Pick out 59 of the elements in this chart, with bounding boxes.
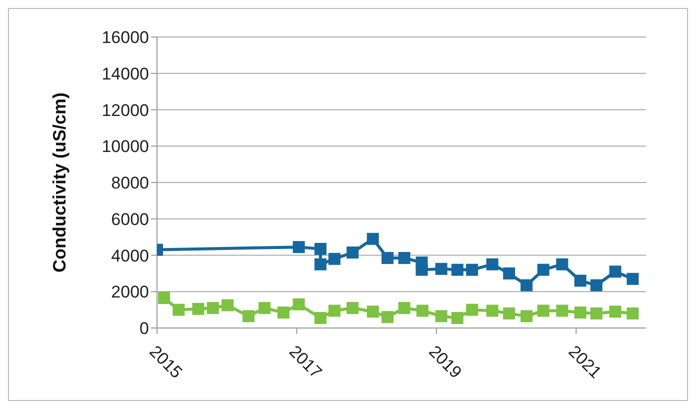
point: [435, 262, 448, 275]
point: [626, 272, 639, 285]
point: [222, 299, 234, 312]
point: [486, 258, 498, 270]
y-tick-label: 12000: [102, 100, 149, 120]
point: [609, 266, 622, 278]
point: [366, 232, 379, 245]
point: [242, 310, 255, 322]
point: [314, 242, 326, 255]
point: [556, 304, 568, 317]
point: [398, 252, 410, 264]
point: [292, 298, 305, 310]
y-tick-label: 16000: [102, 28, 149, 48]
point: [466, 304, 478, 316]
y-tick-label: 6000: [111, 210, 149, 229]
point: [574, 274, 586, 287]
y-tick-label: 4000: [111, 246, 149, 266]
point: [398, 302, 410, 314]
point: [503, 307, 516, 320]
point: [382, 252, 394, 264]
point: [537, 304, 550, 317]
point: [556, 258, 568, 270]
point: [382, 311, 394, 324]
point: [346, 246, 359, 259]
point: [537, 264, 550, 276]
y-tick-label: 2000: [111, 282, 149, 302]
point: [416, 264, 428, 276]
point: [451, 312, 464, 324]
point: [328, 304, 340, 317]
point: [328, 252, 340, 265]
point: [314, 258, 326, 270]
point: [292, 241, 305, 254]
point: [466, 264, 478, 276]
point: [590, 279, 602, 292]
point: [416, 304, 428, 317]
point: [206, 302, 219, 314]
point: [172, 304, 185, 316]
point: [366, 306, 379, 318]
point: [520, 310, 533, 322]
y-tick-label: 10000: [102, 137, 149, 156]
point: [609, 306, 622, 318]
point: [574, 306, 586, 319]
point: [451, 264, 464, 276]
point: [346, 302, 359, 314]
point: [503, 267, 516, 280]
y-axis-title: Conductivity (uS/cm): [49, 92, 70, 272]
point: [520, 279, 533, 292]
point: [277, 306, 290, 319]
point: [590, 307, 602, 320]
y-tick-label: 8000: [111, 174, 149, 193]
point: [314, 312, 326, 324]
point: [158, 292, 170, 304]
point: [192, 302, 204, 315]
point: [486, 304, 498, 317]
point: [435, 310, 448, 322]
point: [258, 302, 271, 314]
point: [626, 307, 639, 320]
y-tick-label: 0: [140, 319, 149, 338]
y-tick-label: 14000: [102, 64, 149, 84]
